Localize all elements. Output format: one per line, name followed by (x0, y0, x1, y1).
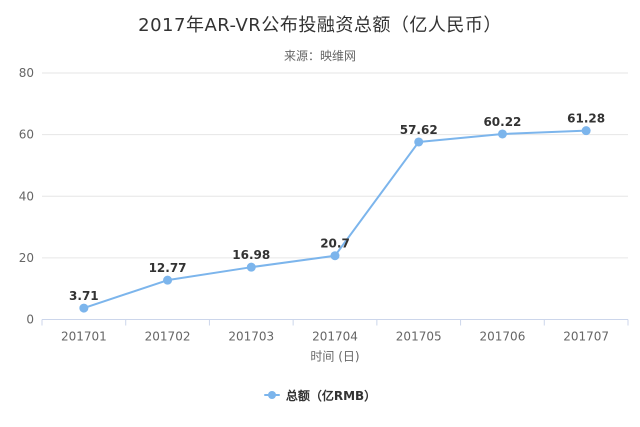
chart-title: 2017年AR-VR公布投融资总额（亿人民币） (138, 15, 502, 36)
y-axis-tick-label: 0 (26, 313, 34, 327)
x-axis-tick-label: 201706 (480, 330, 526, 344)
chart-subtitle: 来源：映维网 (283, 49, 356, 63)
data-point-label: 57.62 (400, 123, 438, 137)
data-point-label: 20.7 (320, 237, 350, 251)
data-point-marker[interactable] (414, 137, 424, 147)
y-axis-tick-label: 40 (19, 189, 34, 203)
x-axis-title: 时间 (日) (310, 350, 359, 364)
y-axis-tick-label: 80 (19, 66, 34, 80)
x-axis-tick-label: 201705 (396, 330, 442, 344)
x-axis-tick-label: 201703 (228, 330, 274, 344)
data-point-marker[interactable] (330, 251, 340, 261)
legend-item-label: 总额（亿RMB） (285, 388, 377, 403)
data-point-marker[interactable] (497, 129, 507, 139)
legend-line-dot-icon (263, 387, 280, 403)
data-point-label: 60.22 (483, 115, 521, 129)
series-line (83, 129, 587, 310)
x-axis-tick-label: 201701 (61, 330, 107, 344)
data-point-marker[interactable] (79, 303, 89, 313)
data-point-marker[interactable] (581, 126, 591, 136)
data-point-label: 61.28 (567, 112, 605, 126)
x-axis-tick-label: 201704 (312, 330, 358, 344)
y-axis-tick-label: 60 (19, 128, 34, 142)
legend-item-total[interactable]: 总额（亿RMB） (263, 387, 377, 404)
plot-area: 0 20 40 60 80 201701 201702 201703 201704 201705 2… (19, 66, 629, 364)
x-axis-tick-label: 201707 (563, 330, 609, 344)
data-point-marker[interactable] (163, 275, 173, 285)
x-axis-tick-label: 201702 (145, 330, 191, 344)
data-point-label: 12.77 (149, 261, 187, 275)
y-axis-tick-label: 20 (19, 251, 34, 265)
data-point-label: 3.71 (69, 289, 99, 303)
legend: 总额（亿RMB） (0, 386, 640, 404)
data-point-marker[interactable] (246, 262, 256, 272)
data-point-label: 16.98 (232, 248, 270, 262)
